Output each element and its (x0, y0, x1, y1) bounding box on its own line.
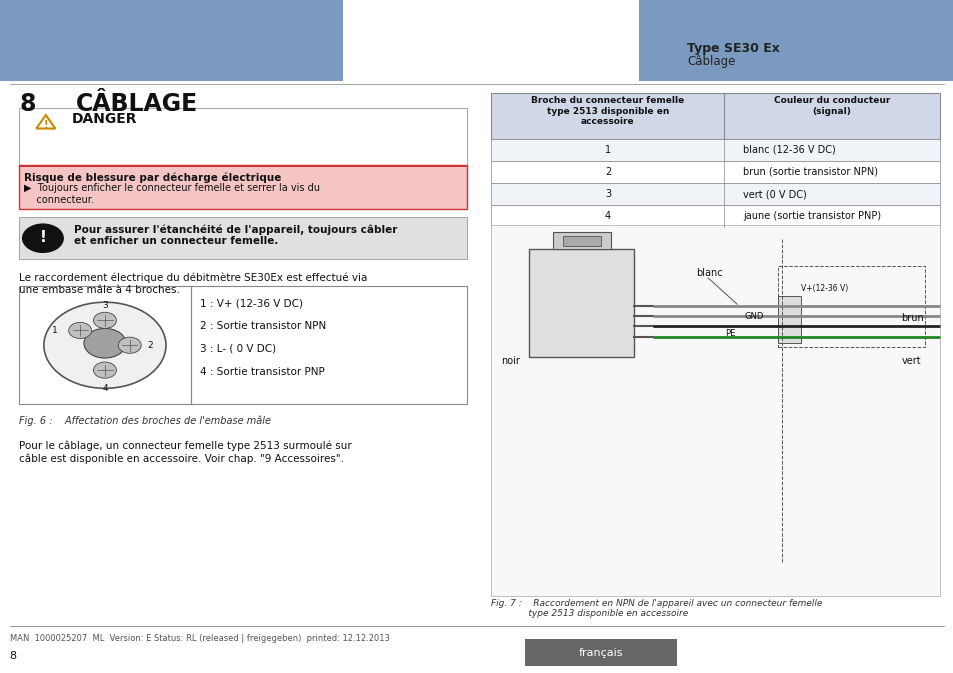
Text: 2: 2 (604, 167, 610, 177)
Text: CÂBLAGE: CÂBLAGE (76, 92, 198, 116)
Text: Risque de blessure par décharge électrique: Risque de blessure par décharge électriq… (24, 173, 281, 184)
Text: blanc (12-36 V DC): blanc (12-36 V DC) (742, 145, 835, 155)
Bar (524, 639, 677, 666)
Bar (491, 93, 939, 139)
Bar (777, 296, 801, 343)
Text: noir: noir (500, 357, 519, 366)
Text: brun: brun (901, 313, 923, 322)
Circle shape (93, 312, 116, 328)
Text: !: ! (44, 120, 48, 130)
Text: DANGER: DANGER (71, 112, 137, 126)
Circle shape (22, 223, 64, 253)
Text: Fig. 7 :    Raccordement en NPN de l'appareil avec un connecteur femelle
       : Fig. 7 : Raccordement en NPN de l'appare… (491, 599, 821, 618)
Text: Câblage: Câblage (686, 55, 735, 69)
Bar (529, 249, 634, 357)
Bar (124, 57, 143, 59)
Bar (124, 55, 148, 57)
Text: 2: 2 (148, 341, 153, 350)
Text: Type SE30 Ex: Type SE30 Ex (686, 42, 779, 55)
Circle shape (118, 337, 141, 353)
Text: bürkert: bürkert (131, 48, 213, 67)
Bar (19, 286, 467, 404)
Bar (0, 0, 343, 81)
Text: FLUID CONTROL SYSTEMS: FLUID CONTROL SYSTEMS (131, 67, 213, 72)
Bar (777, 266, 924, 347)
Text: Fig. 6 :    Affectation des broches de l'embase mâle: Fig. 6 : Affectation des broches de l'em… (19, 416, 271, 427)
Circle shape (44, 302, 166, 388)
Text: français: français (578, 648, 622, 658)
Text: 1: 1 (51, 326, 57, 335)
Text: Pour assurer l'étanchéité de l'appareil, toujours câbler
et enficher un connecte: Pour assurer l'étanchéité de l'appareil,… (74, 224, 397, 246)
Text: Couleur du conducteur
(signal): Couleur du conducteur (signal) (773, 96, 889, 116)
Bar (19, 165, 467, 167)
Text: MAN  1000025207  ML  Version: E Status: RL (released | freigegeben)  printed: 12: MAN 1000025207 ML Version: E Status: RL … (10, 634, 389, 643)
Text: Le raccordement électrique du débitmètre SE30Ex est effectué via
une embase mâle: Le raccordement électrique du débitmètre… (19, 273, 367, 295)
Bar (19, 108, 467, 165)
Text: blanc: blanc (696, 268, 722, 277)
FancyBboxPatch shape (62, 318, 148, 372)
Text: 4: 4 (102, 384, 108, 393)
Circle shape (84, 328, 126, 358)
Text: jaune (sortie transistor PNP): jaune (sortie transistor PNP) (742, 211, 881, 221)
Bar (491, 225, 939, 596)
Bar (19, 165, 467, 209)
Bar (562, 236, 600, 246)
Bar (124, 60, 157, 62)
Text: 8: 8 (10, 651, 16, 661)
Bar (491, 161, 939, 183)
Bar (491, 139, 939, 161)
Text: PE: PE (724, 328, 735, 338)
Text: V+(12-36 V): V+(12-36 V) (801, 283, 848, 293)
Bar (491, 183, 939, 205)
Bar (491, 205, 939, 227)
Text: Broche du connecteur femelle
type 2513 disponible en
accessoire: Broche du connecteur femelle type 2513 d… (531, 96, 684, 126)
Bar (639, 0, 953, 81)
Text: 4 : Sortie transistor PNP: 4 : Sortie transistor PNP (200, 367, 325, 377)
Text: GND: GND (743, 312, 762, 321)
Text: 3 : L- ( 0 V DC): 3 : L- ( 0 V DC) (200, 344, 276, 354)
Text: 1 : V+ (12-36 V DC): 1 : V+ (12-36 V DC) (200, 298, 303, 308)
Text: vert: vert (901, 357, 921, 366)
Text: ▶  Toujours enficher le connecteur femelle et serrer la vis du
    connecteur.: ▶ Toujours enficher le connecteur femell… (24, 183, 319, 205)
Text: 2 : Sortie transistor NPN: 2 : Sortie transistor NPN (200, 321, 326, 331)
Text: 8: 8 (19, 92, 35, 116)
Text: Pour le câblage, un connecteur femelle type 2513 surmoulé sur
câble est disponib: Pour le câblage, un connecteur femelle t… (19, 441, 352, 464)
Text: 3: 3 (102, 302, 108, 310)
Text: !: ! (39, 230, 47, 245)
Text: 4: 4 (604, 211, 610, 221)
Bar (553, 232, 610, 249)
Text: 3: 3 (604, 189, 610, 199)
Text: 1: 1 (604, 145, 610, 155)
Text: brun (sortie transistor NPN): brun (sortie transistor NPN) (742, 167, 877, 177)
Bar (19, 217, 467, 259)
Text: vert (0 V DC): vert (0 V DC) (742, 189, 806, 199)
Circle shape (93, 362, 116, 378)
Circle shape (69, 322, 91, 339)
